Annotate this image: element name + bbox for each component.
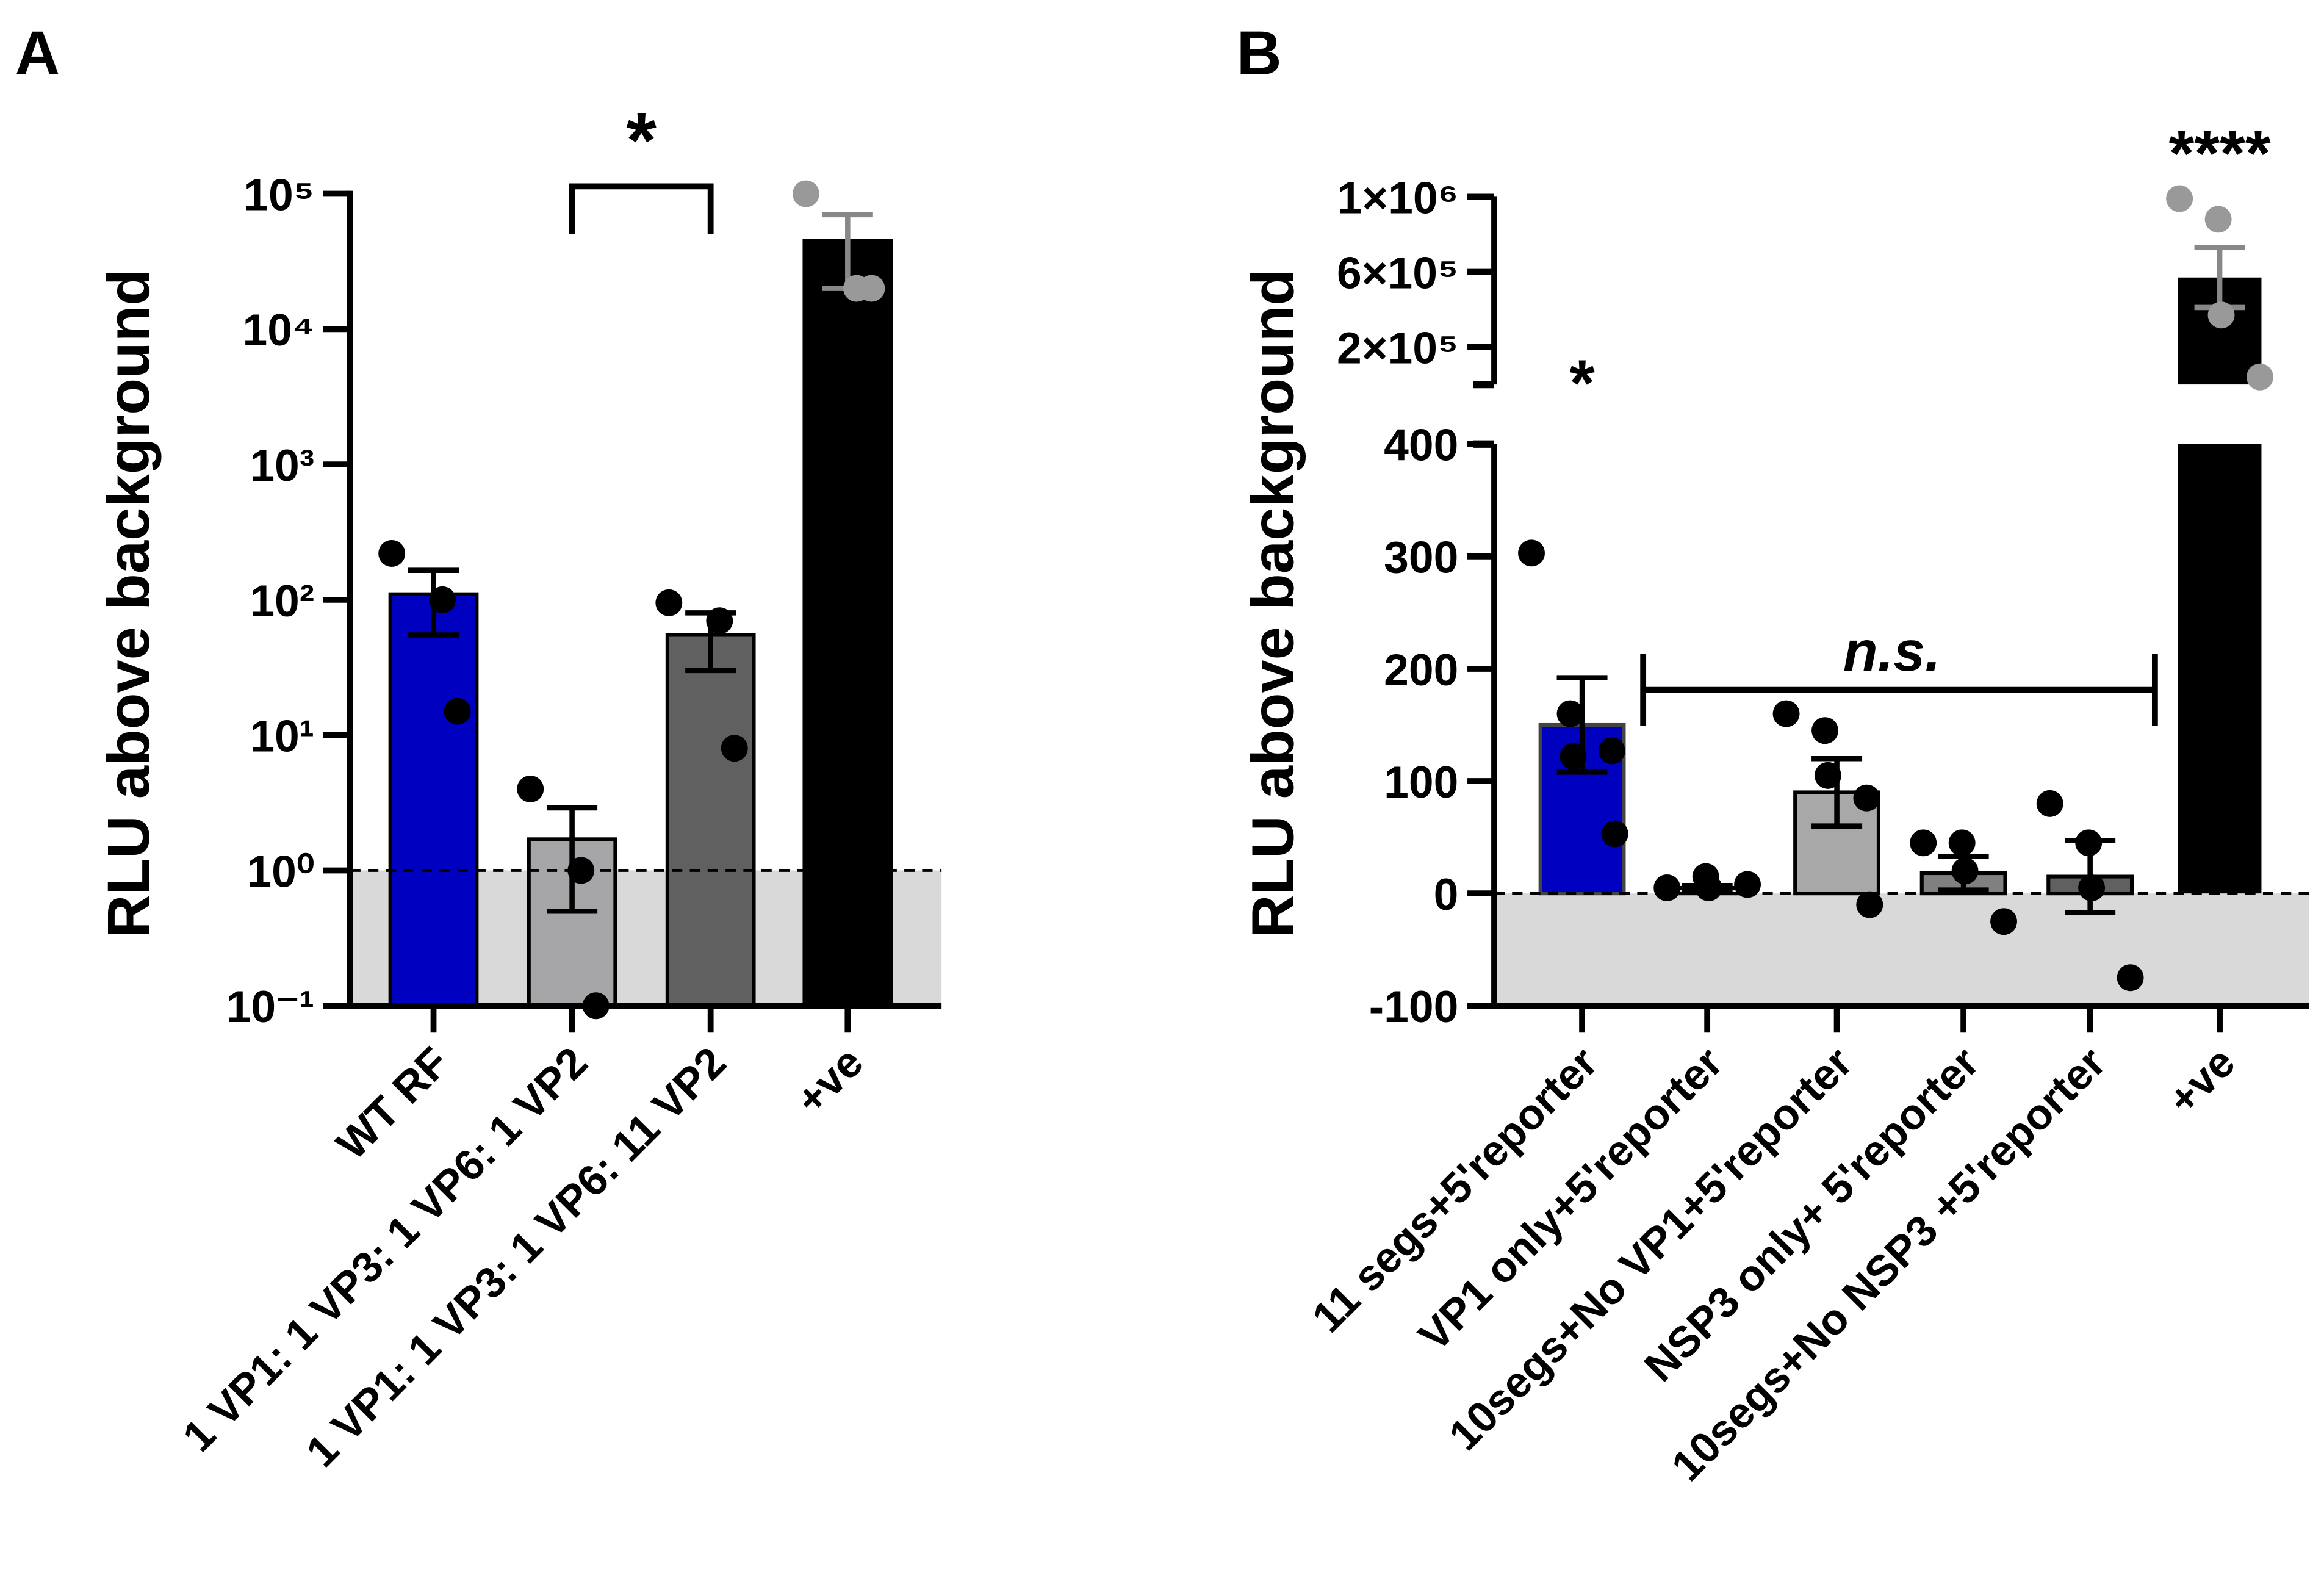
data-point (1695, 874, 1722, 901)
panel-letter: A (15, 18, 60, 88)
y-tick-label: 10⁴ (242, 305, 314, 355)
data-point (721, 735, 748, 762)
data-point (1518, 539, 1545, 567)
data-point (378, 539, 406, 567)
y-tick-label: 200 (1384, 645, 1458, 695)
data-point (2078, 874, 2106, 901)
bar (388, 592, 479, 1008)
data-point (567, 857, 595, 884)
x-tick-label: +ve (786, 1038, 872, 1124)
data-point (1990, 908, 2018, 935)
data-point (2075, 829, 2103, 857)
data-point (2117, 964, 2144, 992)
data-point (2207, 301, 2235, 329)
bar (2178, 444, 2262, 894)
data-point (1598, 737, 1625, 765)
y-tick-label: 0 (1434, 870, 1459, 920)
data-point (1910, 829, 1937, 857)
data-point (1653, 874, 1681, 901)
y-tick-label: 10⁻¹ (226, 982, 315, 1032)
y-tick-label: 10² (250, 576, 314, 626)
data-point (2204, 206, 2232, 233)
bar (665, 633, 756, 1008)
data-point (1951, 857, 1979, 885)
data-point (1948, 829, 1976, 857)
data-point (1811, 717, 1839, 744)
ns-label: n.s. (1843, 619, 1941, 683)
bar (802, 239, 893, 1008)
y-tick-label: 10⁰ (246, 846, 314, 896)
ns-bracket (1640, 654, 2158, 726)
significance-bracket (569, 183, 714, 234)
y-tick-label: 1×10⁶ (1337, 173, 1459, 223)
y-tick-label: 400 (1384, 420, 1458, 470)
y-tick-label: -100 (1369, 982, 1459, 1032)
data-point (1856, 891, 1883, 918)
y-tick-label: 10⁵ (243, 170, 314, 220)
data-point (2036, 790, 2063, 817)
significance-label: * (1569, 346, 1595, 419)
data-point (2247, 363, 2273, 391)
y-tick-label: 10¹ (250, 712, 314, 762)
data-point (706, 607, 733, 635)
data-point (444, 697, 471, 725)
error-bar (547, 805, 598, 914)
y-tick-label: 300 (1384, 533, 1458, 583)
y-axis-label: RLU above background (1239, 269, 1306, 938)
background-band (1494, 893, 2309, 1006)
x-tick-label: +ve (2159, 1038, 2245, 1124)
data-point (792, 180, 819, 207)
data-point (2166, 185, 2193, 212)
y-tick-label: 6×10⁵ (1337, 248, 1458, 298)
significance-label: * (626, 97, 657, 184)
y-tick-label: 10³ (250, 441, 314, 491)
data-point (1853, 784, 1880, 812)
panel-letter: B (1237, 18, 1282, 88)
data-point (1772, 700, 1800, 727)
data-point (655, 589, 683, 616)
significance-label: **** (2168, 117, 2270, 190)
data-point (1734, 871, 1761, 898)
data-point (1601, 820, 1628, 848)
y-axis-label: RLU above background (95, 269, 162, 938)
x-tick-label: WT RF (328, 1038, 458, 1169)
y-tick-label: 100 (1384, 757, 1458, 807)
data-point (858, 275, 885, 302)
data-point (1560, 743, 1587, 770)
data-point (1814, 762, 1841, 789)
data-point (517, 775, 544, 802)
data-point (429, 586, 456, 613)
y-tick-label: 2×10⁵ (1337, 323, 1458, 373)
data-point (1556, 700, 1584, 727)
